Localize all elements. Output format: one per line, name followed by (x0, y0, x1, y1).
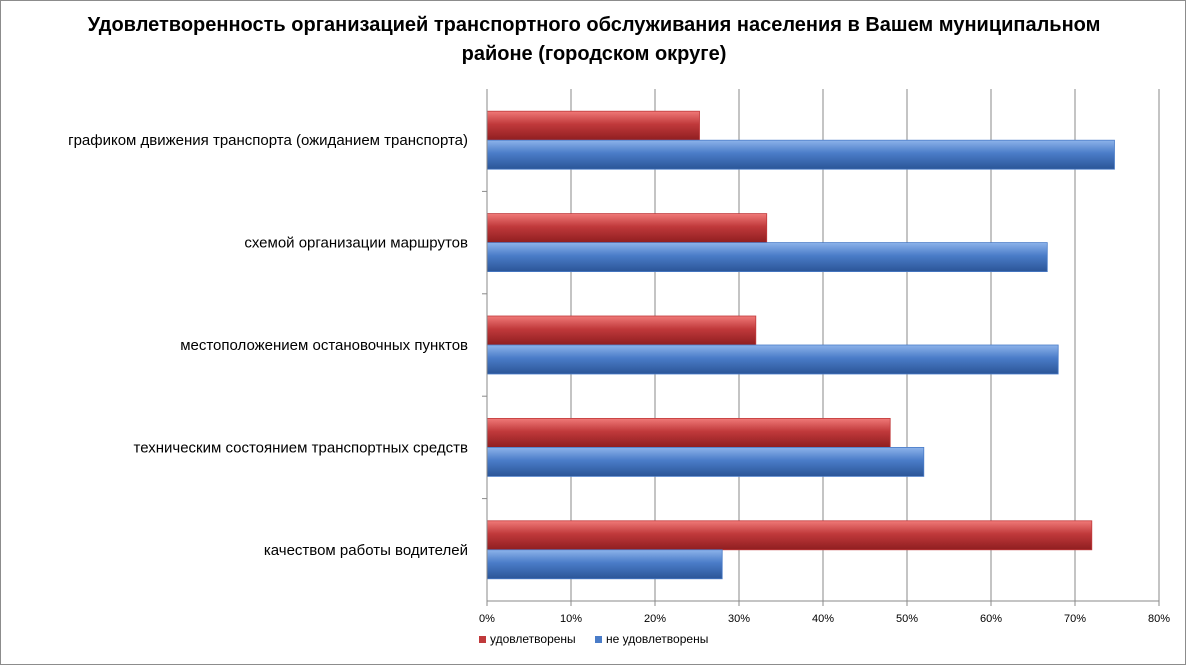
bars (486, 110, 1115, 580)
category-label: графиком движения транспорта (ожиданием … (68, 132, 468, 149)
x-tick-label: 10% (560, 613, 582, 625)
gridlines (570, 89, 1160, 601)
x-tick-label: 20% (644, 613, 666, 625)
x-tick-label: 80% (1148, 613, 1170, 625)
bar-satisfied (486, 315, 757, 346)
legend-item-satisfied: удовлетворены (479, 632, 576, 646)
x-tick-label: 50% (896, 613, 918, 625)
bar-satisfied (486, 213, 768, 244)
category-label: качеством работы водителей (264, 542, 468, 559)
bar-not-satisfied (486, 446, 925, 477)
x-tick-label: 70% (1064, 613, 1086, 625)
labels: 0% 10% 20% 30% 40% 50% 60% 70% 80% графиком движе… (68, 132, 1170, 625)
axes (482, 89, 1160, 606)
bar-not-satisfied (486, 344, 1059, 375)
bar-satisfied (486, 520, 1093, 551)
category-label: местоположением остановочных пунктов (180, 337, 468, 354)
x-tick-label: 0% (479, 613, 495, 625)
legend-label-not-satisfied: не удовлетворены (606, 632, 709, 646)
legend-label-satisfied: удовлетворены (490, 632, 576, 646)
x-tick-label: 40% (812, 613, 834, 625)
x-tick-label: 60% (980, 613, 1002, 625)
bar-satisfied (486, 417, 891, 448)
category-label: техническим состоянием транспортных сред… (134, 439, 469, 456)
legend: удовлетворены не удовлетворены (479, 632, 724, 646)
legend-swatch-not-satisfied (595, 636, 603, 643)
bar-satisfied (486, 110, 700, 141)
bar-not-satisfied (486, 242, 1048, 273)
legend-item-not-satisfied: не удовлетворены (595, 632, 708, 646)
bar-not-satisfied (486, 549, 723, 580)
legend-swatch-satisfied (479, 636, 486, 643)
category-label: схемой организации маршрутов (244, 235, 468, 252)
chart-title: Удовлетворенность организацией транспорт… (87, 14, 1101, 65)
bar-not-satisfied (486, 139, 1115, 170)
x-tick-label: 30% (728, 613, 750, 625)
